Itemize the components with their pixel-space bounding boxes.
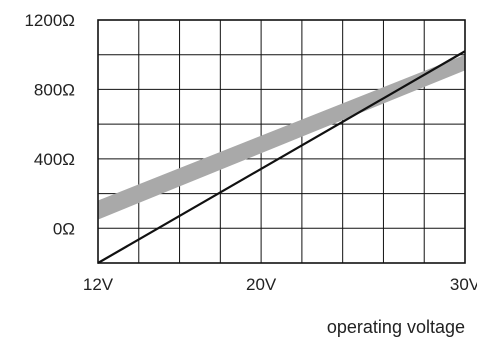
y-tick-label: 1200Ω — [24, 11, 75, 30]
y-tick-labels: 0Ω 400Ω 800Ω 1200Ω — [24, 11, 75, 238]
nominal-line — [97, 50, 466, 264]
x-tick-labels: 12V 20V 30V — [83, 275, 477, 294]
tolerance-band — [98, 54, 465, 220]
plot-frame — [97, 19, 466, 264]
series-group — [97, 50, 466, 264]
y-tick-label: 0Ω — [53, 219, 75, 238]
y-tick-label: 400Ω — [34, 150, 75, 169]
y-tick-label: 800Ω — [34, 80, 75, 99]
x-tick-label: 20V — [246, 275, 277, 294]
x-axis-title: operating voltage — [327, 317, 465, 337]
x-tick-label: 12V — [83, 275, 114, 294]
x-tick-label: 30V — [450, 275, 477, 294]
